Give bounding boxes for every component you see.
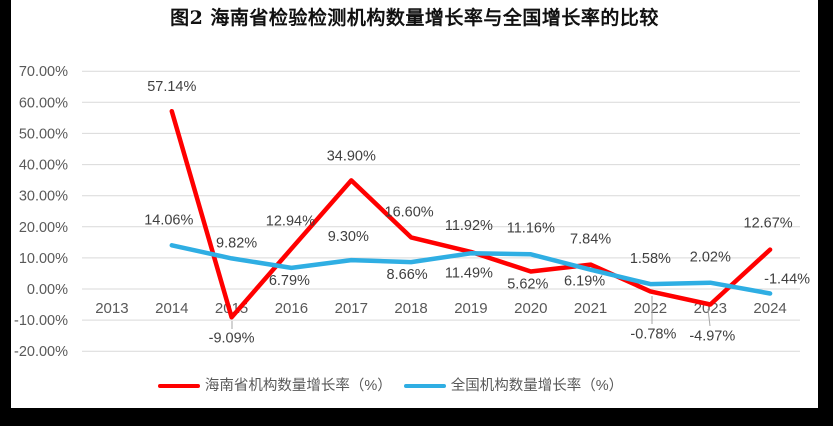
data-label-hainan-2019: 11.92% [445, 218, 493, 234]
data-label-hainan-2014: 57.14% [147, 79, 196, 95]
x-axis-year-label: 2013 [95, 300, 128, 317]
data-label-hainan-2021: 7.84% [570, 232, 611, 248]
legend-label-hainan: 海南省机构数量增长率（%） [204, 378, 392, 394]
data-label-hainan-2024: 12.67% [744, 216, 793, 232]
data-label-hainan-2018: 16.60% [385, 204, 434, 220]
y-axis-tick-label: 30.00% [19, 189, 68, 205]
data-label-national-2021: 6.19% [564, 274, 605, 290]
data-label-hainan-2017: 34.90% [327, 148, 376, 164]
x-axis-year-label: 2015 [215, 300, 248, 317]
data-label-national-2022: 1.58% [630, 251, 671, 267]
chart-title: 图2 海南省检验检测机构数量增长率与全国增长率的比较 [170, 7, 659, 29]
data-label-national-2018: 8.66% [387, 267, 428, 283]
x-axis-year-label: 2017 [335, 300, 368, 317]
legend: 海南省机构数量增长率（%） 全国机构数量增长率（%） [0, 376, 794, 396]
y-axis-tick-label: 50.00% [19, 126, 68, 142]
y-axis-tick-label: 0.00% [27, 282, 68, 298]
data-label-national-2014: 14.06% [144, 212, 193, 228]
data-label-hainan-2016: 12.94% [266, 214, 315, 230]
data-label-national-2017: 9.30% [328, 229, 369, 245]
x-axis-year-label: 2014 [155, 300, 188, 317]
legend-line-swatch-hainan [157, 383, 200, 389]
x-axis-year-label: 2021 [574, 300, 607, 317]
legend-line-swatch-national [403, 383, 446, 389]
x-axis-year-label: 2024 [753, 300, 786, 317]
y-axis-tick-label: -20.00% [14, 344, 68, 360]
y-axis-tick-label: 40.00% [19, 158, 68, 174]
data-label-national-2024: -1.44% [764, 272, 810, 288]
national-series-line [169, 243, 773, 296]
data-label-hainan-2015: -9.09% [209, 330, 255, 346]
x-axis-year-label: 2020 [514, 300, 547, 317]
legend-label-national: 全国机构数量增长率（%） [450, 378, 624, 394]
legend-item-hainan: 海南省机构数量增长率（%） [157, 377, 392, 395]
data-label-national-2015: 9.82% [216, 235, 257, 251]
data-label-hainan-2022: -0.78% [630, 326, 676, 342]
data-label-national-2023: 2.02% [690, 250, 731, 266]
data-label-hainan-2023: -4.97% [689, 329, 735, 345]
label-leader-line [707, 308, 711, 327]
line-chart-canvas: 70.00% 60.00% 50.00% 40.00% 30.00% 20.00% 10.0… [14, 64, 810, 360]
y-axis-tick-label: 10.00% [19, 251, 68, 267]
y-axis-tick-label: 20.00% [19, 220, 68, 236]
x-axis-year-label: 2016 [275, 300, 308, 317]
x-axis-year-label: 2018 [394, 300, 427, 317]
legend-item-national: 全国机构数量增长率（%） [403, 377, 624, 395]
x-axis-year-labels: 2013 2014 2015 2016 2017 2018 2019 2020 2021 2022… [95, 300, 787, 317]
y-axis-tick-label: 60.00% [19, 95, 68, 111]
chart-page: 图2 海南省检验检测机构数量增长率与全国增长率的比较 70.00% 60.00% 5… [11, 0, 818, 408]
data-label-national-2020: 11.16% [507, 220, 555, 236]
hainan-series-line [169, 108, 773, 320]
data-labels: 57.14% -9.09% 12.94% 34.90% 16.60% 11.92% 5.62… [144, 79, 810, 346]
x-axis-year-label: 2022 [634, 300, 667, 317]
gridlines [82, 70, 800, 352]
data-label-hainan-2020: 5.62% [507, 277, 548, 293]
label-leader-lines [231, 296, 711, 329]
series-lines [169, 108, 773, 320]
x-axis-year-label: 2019 [454, 300, 487, 317]
data-label-national-2016: 6.79% [269, 273, 310, 289]
y-axis-tick-labels: 70.00% 60.00% 50.00% 40.00% 30.00% 20.00% 10.0… [14, 64, 68, 360]
y-axis-tick-label: 70.00% [19, 64, 68, 80]
data-label-national-2019: 11.49% [445, 265, 493, 281]
y-axis-tick-label: -10.00% [14, 313, 68, 329]
